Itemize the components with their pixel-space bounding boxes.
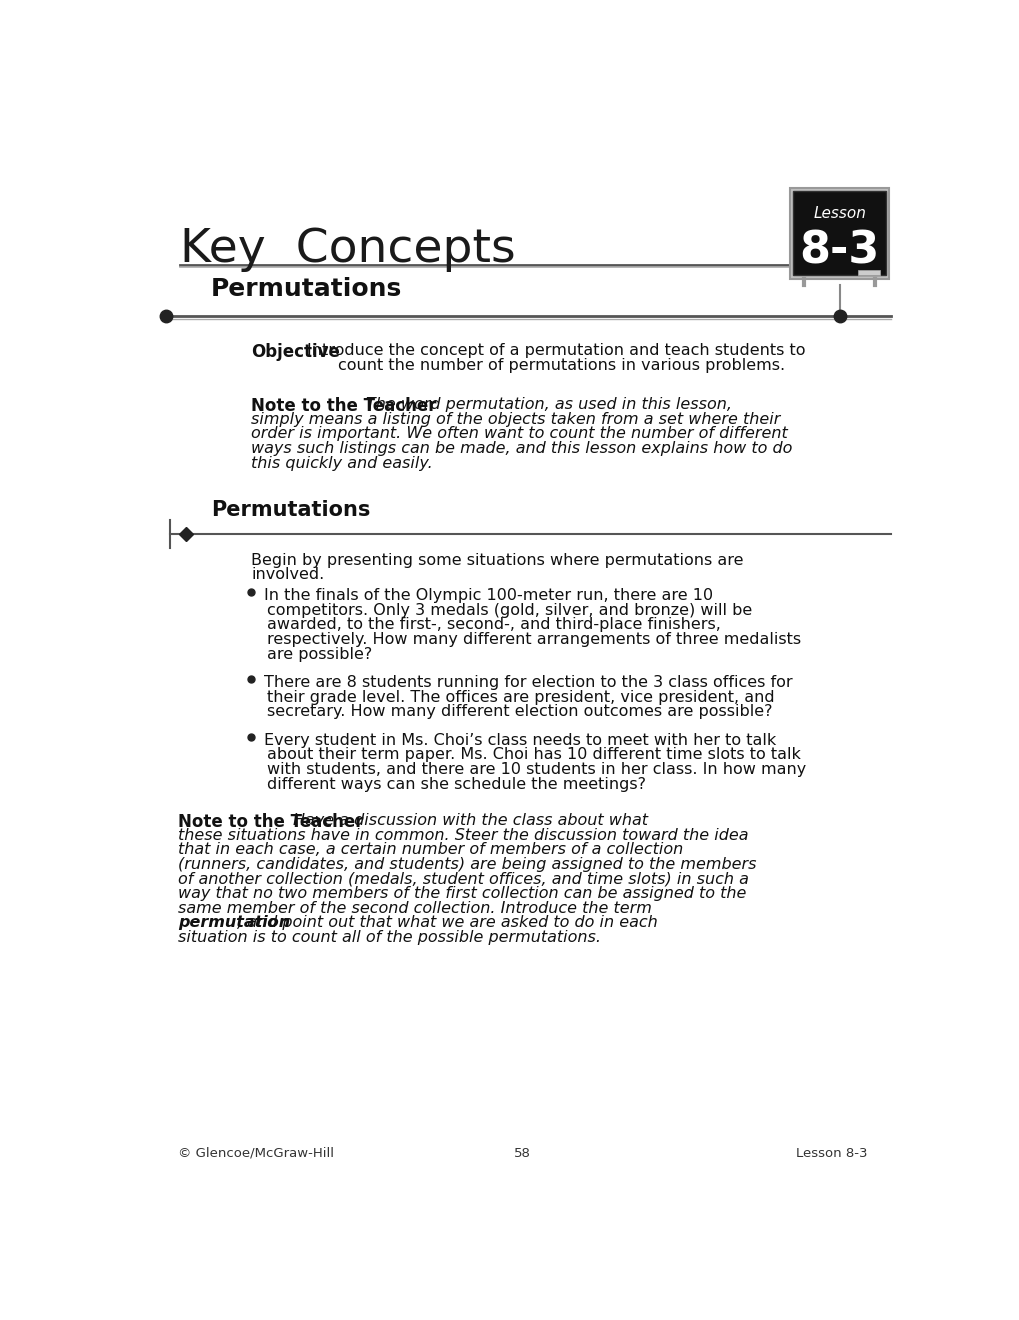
Text: Objective: Objective — [252, 343, 340, 362]
Text: competitors. Only 3 medals (gold, silver, and bronze) will be: competitors. Only 3 medals (gold, silver… — [267, 603, 752, 618]
Text: awarded, to the first-, second-, and third-place finishers,: awarded, to the first-, second-, and thi… — [267, 618, 720, 632]
Text: There are 8 students running for election to the 3 class offices for: There are 8 students running for electio… — [264, 675, 792, 690]
Text: count the number of permutations in various problems.: count the number of permutations in vari… — [338, 358, 785, 372]
Text: , and point out that what we are asked to do in each: , and point out that what we are asked t… — [236, 915, 657, 931]
Text: Begin by presenting some situations where permutations are: Begin by presenting some situations wher… — [252, 553, 743, 568]
Text: Have a discussion with the class about what: Have a discussion with the class about w… — [292, 813, 647, 828]
Text: Note to the Teacher: Note to the Teacher — [177, 813, 363, 830]
Text: Every student in Ms. Choi’s class needs to meet with her to talk: Every student in Ms. Choi’s class needs … — [264, 733, 775, 748]
Text: permutation: permutation — [177, 915, 289, 931]
Text: Lesson: Lesson — [812, 206, 865, 222]
Text: Note to the Teacher: Note to the Teacher — [252, 397, 436, 414]
Text: of another collection (medals, student offices, and time slots) in such a: of another collection (medals, student o… — [177, 871, 748, 887]
Text: are possible?: are possible? — [267, 647, 372, 661]
Text: © Glencoe/McGraw-Hill: © Glencoe/McGraw-Hill — [177, 1147, 333, 1160]
Bar — [793, 190, 886, 276]
Text: this quickly and easily.: this quickly and easily. — [252, 455, 433, 471]
Text: respectively. How many different arrangements of three medalists: respectively. How many different arrange… — [267, 632, 800, 647]
Text: these situations have in common. Steer the discussion toward the idea: these situations have in common. Steer t… — [177, 828, 748, 842]
Text: ways such listings can be made, and this lesson explains how to do: ways such listings can be made, and this… — [252, 441, 792, 455]
FancyBboxPatch shape — [790, 187, 889, 279]
Text: situation is to count all of the possible permutations.: situation is to count all of the possibl… — [177, 929, 600, 945]
Text: Lesson 8-3: Lesson 8-3 — [796, 1147, 867, 1160]
Text: The word permutation, as used in this lesson,: The word permutation, as used in this le… — [366, 397, 732, 412]
Text: about their term paper. Ms. Choi has 10 different time slots to talk: about their term paper. Ms. Choi has 10 … — [267, 747, 800, 763]
Text: different ways can she schedule the meetings?: different ways can she schedule the meet… — [267, 776, 645, 792]
Text: In the finals of the Olympic 100-meter run, there are 10: In the finals of the Olympic 100-meter r… — [264, 589, 712, 603]
Text: secretary. How many different election outcomes are possible?: secretary. How many different election o… — [267, 705, 771, 719]
Text: 58: 58 — [514, 1147, 531, 1160]
Text: their grade level. The offices are president, vice president, and: their grade level. The offices are presi… — [267, 689, 773, 705]
Text: 8-3: 8-3 — [799, 230, 879, 272]
Text: Permutations: Permutations — [211, 500, 370, 520]
Text: involved.: involved. — [252, 568, 324, 582]
Bar — [857, 271, 879, 275]
Text: simply means a listing of the objects taken from a set where their: simply means a listing of the objects ta… — [252, 412, 781, 426]
Text: order is important. We often want to count the number of different: order is important. We often want to cou… — [252, 426, 788, 441]
Text: (runners, candidates, and students) are being assigned to the members: (runners, candidates, and students) are … — [177, 857, 756, 871]
Text: same member of the second collection. Introduce the term: same member of the second collection. In… — [177, 900, 651, 916]
Text: that in each case, a certain number of members of a collection: that in each case, a certain number of m… — [177, 842, 683, 857]
Text: way that no two members of the first collection can be assigned to the: way that no two members of the first col… — [177, 886, 746, 902]
Text: with students, and there are 10 students in her class. In how many: with students, and there are 10 students… — [267, 762, 805, 777]
Text: Permutations: Permutations — [211, 277, 403, 301]
Text: Introduce the concept of a permutation and teach students to: Introduce the concept of a permutation a… — [307, 343, 805, 358]
Text: Key  Concepts: Key Concepts — [180, 227, 516, 272]
